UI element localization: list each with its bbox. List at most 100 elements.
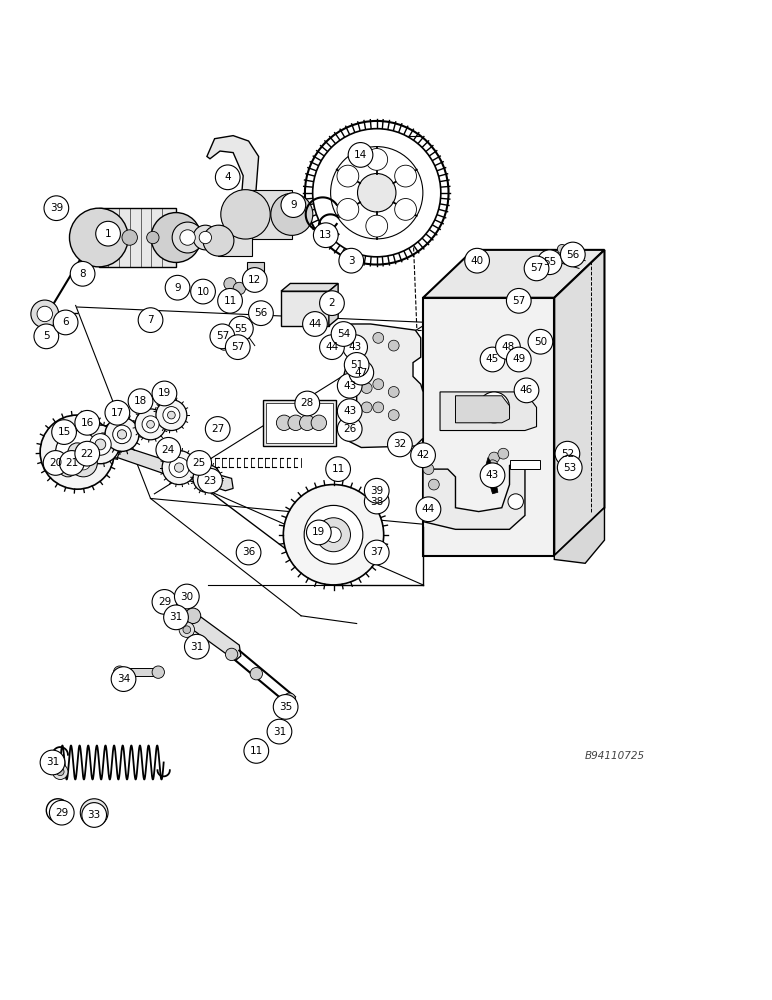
Circle shape	[221, 190, 270, 239]
Circle shape	[147, 420, 154, 428]
Circle shape	[44, 196, 69, 221]
Circle shape	[174, 463, 184, 472]
Circle shape	[411, 443, 435, 468]
Text: 44: 44	[325, 342, 339, 352]
Text: 55: 55	[234, 324, 248, 334]
Text: 48: 48	[501, 342, 515, 352]
Text: 32: 32	[393, 439, 407, 449]
Text: 8: 8	[80, 269, 86, 279]
Text: 34: 34	[117, 674, 130, 684]
Text: 17: 17	[110, 408, 124, 418]
Text: 31: 31	[273, 727, 286, 737]
Circle shape	[364, 540, 389, 565]
Circle shape	[46, 799, 69, 822]
Circle shape	[303, 312, 327, 336]
Circle shape	[295, 391, 320, 416]
Circle shape	[320, 521, 347, 549]
Circle shape	[152, 666, 164, 678]
Circle shape	[113, 425, 131, 444]
Text: 19: 19	[312, 527, 326, 537]
Circle shape	[168, 411, 175, 419]
Polygon shape	[554, 250, 604, 556]
Circle shape	[364, 489, 389, 514]
Circle shape	[95, 439, 106, 450]
Circle shape	[229, 316, 253, 341]
Circle shape	[311, 415, 327, 431]
Bar	[281, 291, 329, 326]
Bar	[120, 668, 158, 676]
Circle shape	[357, 371, 368, 382]
Text: 44: 44	[422, 504, 435, 514]
Circle shape	[479, 392, 510, 423]
Circle shape	[174, 584, 199, 609]
Circle shape	[305, 121, 449, 265]
Circle shape	[236, 540, 261, 565]
Text: 25: 25	[192, 458, 206, 468]
Circle shape	[543, 252, 553, 261]
Circle shape	[249, 301, 273, 326]
Polygon shape	[117, 446, 233, 491]
Circle shape	[283, 693, 296, 705]
Circle shape	[152, 590, 177, 614]
Circle shape	[224, 278, 236, 290]
Text: 16: 16	[80, 418, 94, 428]
Circle shape	[343, 335, 367, 359]
Circle shape	[480, 347, 505, 372]
Circle shape	[135, 409, 166, 440]
Circle shape	[193, 225, 218, 250]
Circle shape	[40, 415, 114, 489]
Circle shape	[117, 430, 127, 439]
Circle shape	[225, 648, 238, 661]
Circle shape	[142, 416, 159, 433]
Text: 42: 42	[416, 450, 430, 460]
Circle shape	[465, 248, 489, 273]
Circle shape	[388, 340, 399, 351]
Circle shape	[498, 448, 509, 459]
Text: 29: 29	[55, 808, 69, 818]
Circle shape	[423, 464, 434, 475]
Circle shape	[271, 193, 313, 235]
Polygon shape	[99, 208, 176, 267]
Circle shape	[205, 417, 230, 441]
Text: 43: 43	[343, 381, 357, 391]
Circle shape	[122, 230, 137, 245]
Text: 21: 21	[65, 458, 79, 468]
Circle shape	[147, 231, 159, 244]
Circle shape	[524, 256, 549, 281]
Circle shape	[199, 471, 215, 486]
Circle shape	[68, 443, 86, 461]
Circle shape	[191, 637, 207, 653]
Circle shape	[164, 594, 179, 610]
Circle shape	[361, 383, 372, 393]
Polygon shape	[455, 396, 510, 423]
Circle shape	[320, 291, 344, 315]
Circle shape	[90, 434, 111, 455]
Circle shape	[273, 695, 298, 719]
Circle shape	[195, 641, 203, 649]
Circle shape	[489, 452, 499, 463]
Circle shape	[152, 381, 177, 406]
Circle shape	[366, 149, 388, 170]
Circle shape	[560, 242, 585, 267]
Circle shape	[172, 222, 203, 253]
Text: 15: 15	[57, 427, 71, 437]
Circle shape	[514, 378, 539, 403]
Text: 26: 26	[343, 424, 357, 434]
Circle shape	[388, 387, 399, 397]
Text: 12: 12	[248, 275, 262, 285]
Text: 31: 31	[190, 642, 204, 652]
Circle shape	[373, 332, 384, 343]
Circle shape	[317, 518, 350, 552]
Polygon shape	[218, 225, 252, 256]
Text: 9: 9	[174, 283, 181, 293]
Circle shape	[165, 275, 190, 300]
Circle shape	[326, 527, 341, 542]
Circle shape	[300, 415, 315, 431]
Circle shape	[339, 248, 364, 273]
Circle shape	[113, 666, 126, 678]
Text: 6: 6	[63, 317, 69, 327]
Circle shape	[394, 199, 416, 220]
Circle shape	[320, 335, 344, 359]
Text: 11: 11	[249, 746, 263, 756]
Circle shape	[337, 417, 362, 441]
